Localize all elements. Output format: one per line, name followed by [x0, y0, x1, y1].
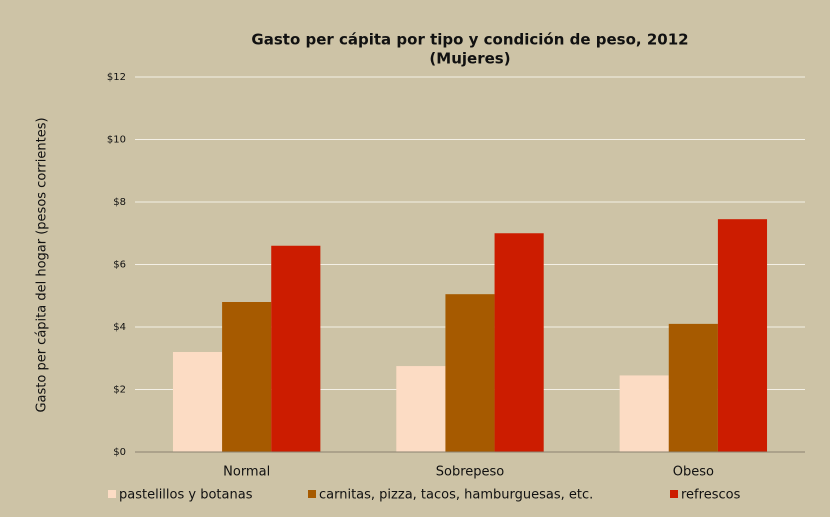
x-tick-label: Obeso [673, 465, 714, 480]
legend-swatch [108, 490, 116, 498]
bar [271, 245, 321, 452]
y-tick-label: $0 [113, 447, 126, 458]
y-tick-label: $6 [113, 260, 126, 271]
legend-label: pastelillos y botanas [119, 488, 253, 503]
bar [668, 323, 718, 452]
bar [619, 375, 669, 452]
chart-title: Gasto per cápita por tipo y condición de… [251, 31, 688, 49]
chart-subtitle: (Mujeres) [429, 50, 510, 68]
y-tick-label: $4 [113, 322, 126, 333]
bar [445, 294, 495, 452]
x-tick-label: Normal [223, 465, 270, 480]
legend-swatch [308, 490, 316, 498]
y-tick-label: $8 [113, 197, 126, 208]
y-tick-label: $10 [107, 135, 126, 146]
x-tick-label: Sobrepeso [436, 465, 505, 480]
legend-label: refrescos [681, 488, 741, 503]
bar [222, 302, 272, 452]
bar [717, 219, 768, 452]
y-axis-label: Gasto per cápita del hogar (pesos corrie… [35, 117, 50, 412]
y-tick-label: $12 [107, 72, 126, 83]
bar [172, 352, 223, 452]
legend-swatch [670, 490, 678, 498]
y-tick-label: $2 [113, 385, 126, 396]
bar [494, 233, 544, 452]
legend-label: carnitas, pizza, tacos, hamburguesas, et… [319, 488, 593, 503]
bar [396, 366, 446, 452]
